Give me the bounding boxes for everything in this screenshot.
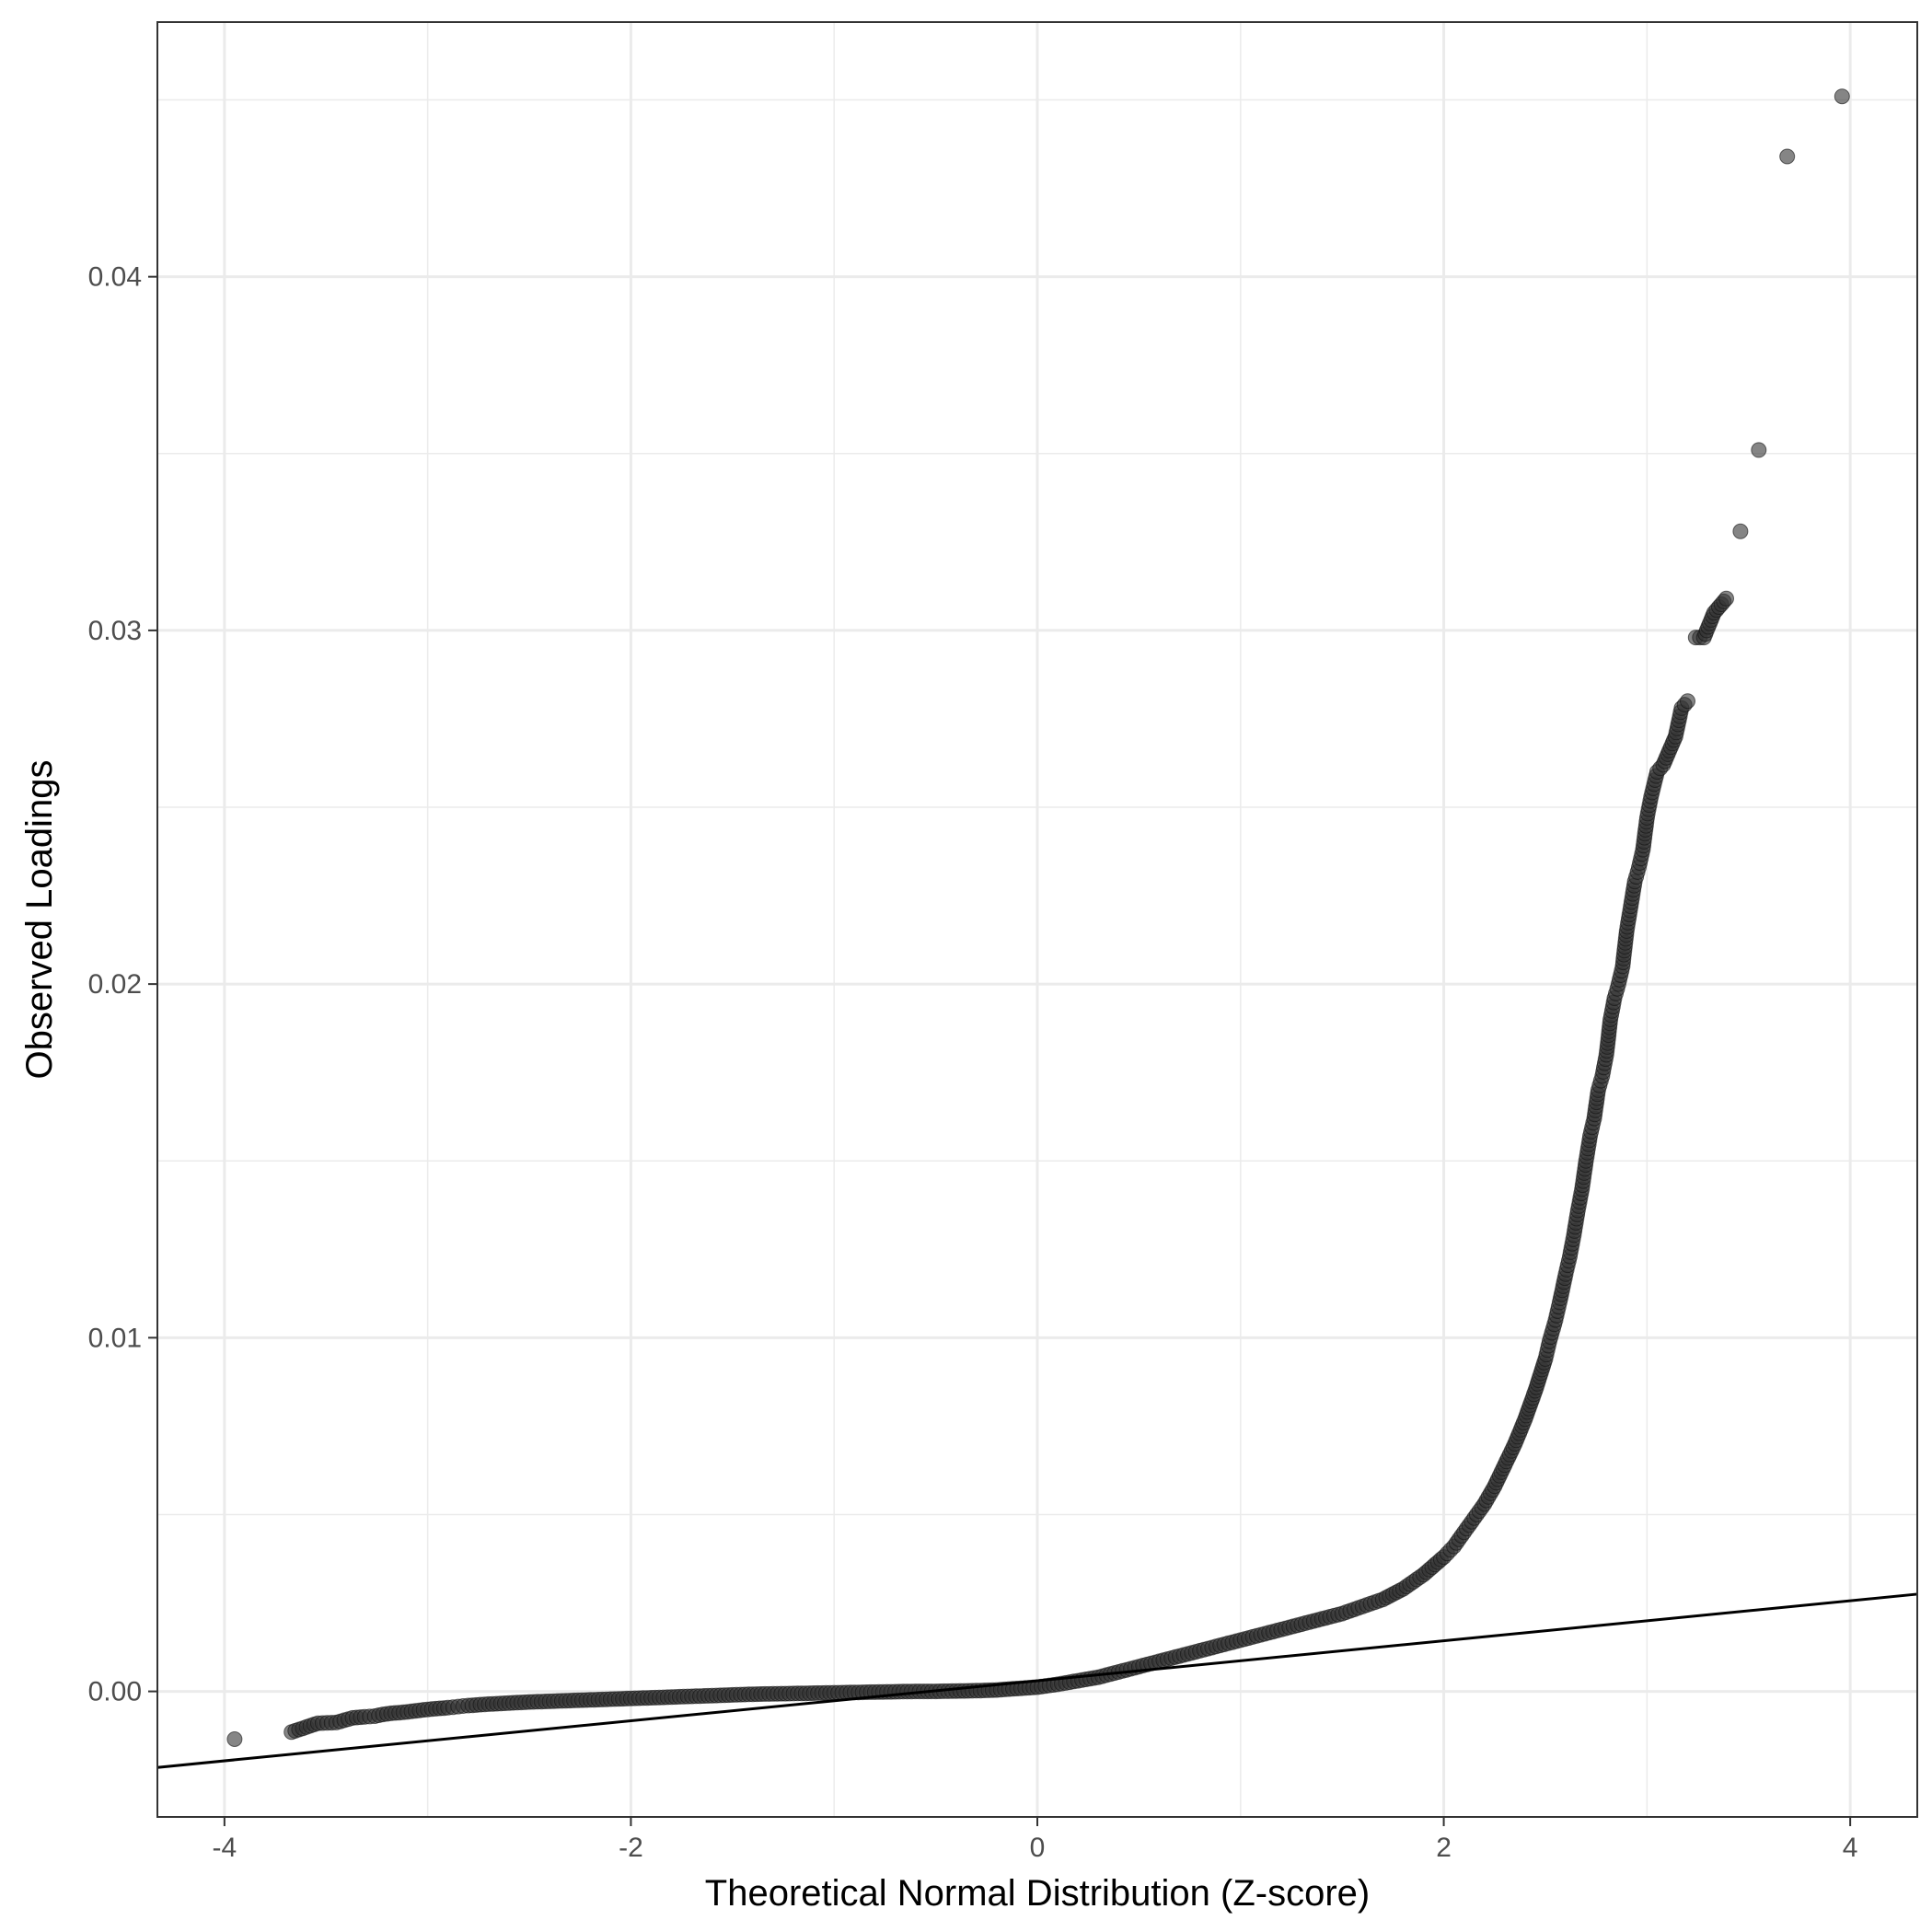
x-tick-label: 2 <box>1436 1833 1452 1863</box>
data-point <box>1732 523 1749 539</box>
y-axis: 0.00 0.01 0.02 0.03 0.04 <box>88 262 157 1707</box>
data-point <box>1718 590 1734 607</box>
data-point <box>226 1731 243 1747</box>
data-point <box>1680 693 1695 710</box>
y-tick-label: 0.01 <box>88 1323 142 1353</box>
y-tick-label: 0.02 <box>88 969 142 1000</box>
plot-panel <box>156 21 1918 1818</box>
reference-line <box>156 1592 1918 1769</box>
data-point <box>1751 442 1767 458</box>
x-axis-title: Theoretical Normal Distribution (Z-score… <box>705 1873 1370 1914</box>
y-tick-label: 0.04 <box>88 262 142 293</box>
x-axis: -4 -2 0 2 4 <box>213 1817 1858 1863</box>
y-tick-label: 0.00 <box>88 1677 142 1707</box>
x-tick-label: -4 <box>213 1833 237 1863</box>
x-tick-label: -2 <box>619 1833 643 1863</box>
y-tick-label: 0.03 <box>88 616 142 646</box>
y-axis-title: Observed Loadings <box>19 760 60 1080</box>
data-point <box>1834 88 1850 105</box>
data-points <box>226 88 1850 1747</box>
x-tick-label: 4 <box>1843 1833 1858 1863</box>
x-tick-label: 0 <box>1030 1833 1046 1863</box>
data-point <box>1779 148 1796 165</box>
